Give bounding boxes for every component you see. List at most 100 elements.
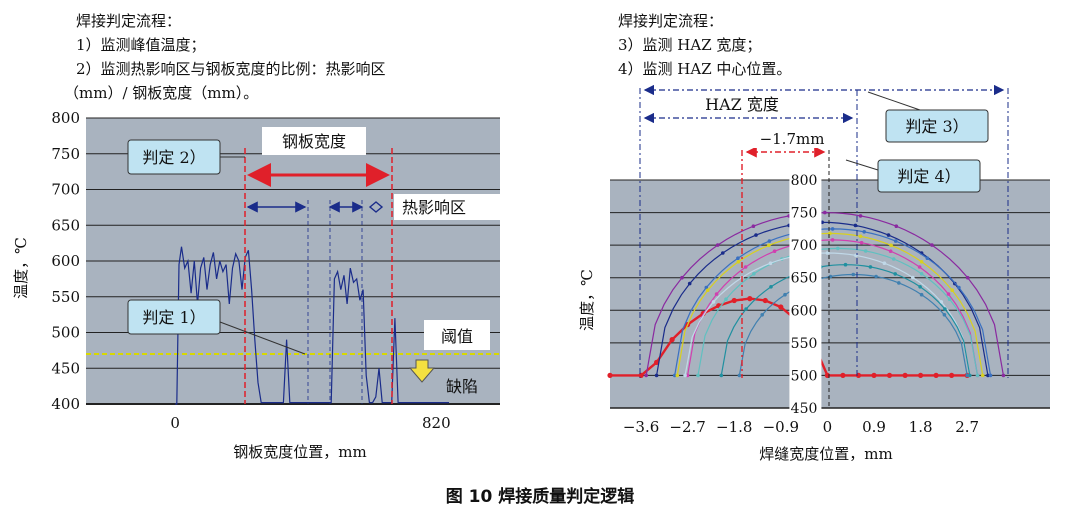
right-series-point (743, 265, 748, 269)
right-series-point (731, 297, 737, 304)
left-x-tick-label: 0 (170, 414, 180, 432)
right-series-point (943, 307, 947, 311)
right-series-point (888, 249, 893, 253)
right-series-point (947, 297, 952, 302)
right-series-point (965, 373, 969, 378)
left-flow-step-1: 1）监测峰值温度； (76, 36, 206, 54)
right-series-point (715, 243, 720, 247)
right-series-point (654, 373, 659, 378)
right-y-tick-label: 800 (791, 173, 818, 189)
right-series-point (638, 372, 644, 378)
right-y-tick-strip (789, 170, 822, 418)
right-series-point (830, 238, 835, 242)
right-series-point (902, 372, 908, 378)
right-plot-area (610, 180, 1050, 408)
right-series-point (825, 251, 830, 255)
right-series-point (946, 292, 951, 296)
right-series-point (828, 274, 833, 279)
left-flow-title: 焊接判定流程： (76, 12, 181, 30)
right-x-tick-label: 1.8 (909, 418, 933, 436)
right-series-point (752, 272, 756, 276)
right-flow-title: 焊接判定流程： (618, 12, 723, 30)
plate-width-label-bg (262, 127, 366, 155)
right-y-tick-labels: 450 500 550 600 650 700 750 800 (789, 170, 822, 418)
right-y-tick-label: 450 (791, 401, 818, 417)
right-series-point (889, 243, 893, 248)
right-series-point (882, 261, 887, 266)
right-y-tick-label: 750 (791, 206, 818, 222)
left-y-tick-label: 750 (51, 145, 80, 163)
right-series-point (772, 249, 777, 253)
right-series-point (680, 275, 684, 280)
left-temperature-line (175, 246, 449, 405)
right-series-point (919, 260, 924, 264)
right-series-point (830, 227, 835, 231)
right-series-point (980, 373, 985, 378)
right-y-tick-label: 500 (791, 368, 818, 384)
callout-1-box (127, 299, 221, 335)
left-y-tick-label: 500 (51, 324, 80, 342)
right-y-tick-label: 700 (791, 238, 818, 254)
right-y-tick-label: 550 (791, 336, 818, 352)
defect-down-arrow-icon (408, 359, 436, 383)
left-x-axis-label: 钢板宽度位置，mm (233, 443, 366, 461)
right-series-point (949, 372, 955, 378)
right-series-point (754, 233, 758, 237)
right-series-point (918, 372, 924, 378)
right-series-point (886, 233, 891, 237)
left-x-tick-label: 820 (422, 414, 451, 432)
right-series-point (704, 285, 709, 290)
left-flow-step-3: （mm）/ 钢板宽度（mm）。 (64, 84, 258, 102)
right-series-point (871, 372, 877, 378)
right-series-point (919, 272, 924, 276)
left-y-tick-label: 450 (51, 359, 80, 377)
threshold-label: 阈值 (441, 327, 473, 346)
right-series-point (769, 285, 773, 289)
right-series-point (644, 373, 648, 378)
right-series-point (654, 359, 660, 365)
right-x-tick-label: −1.8 (716, 418, 752, 436)
callout-4-label: 判定 4） (897, 167, 960, 186)
callout-4-box (877, 159, 981, 193)
left-y-tick-label: 550 (51, 288, 80, 306)
right-x-tick-label: −3.6 (623, 418, 659, 436)
right-x-tick-label: −2.7 (669, 418, 705, 436)
right-series-point (863, 249, 868, 253)
right-series-point (917, 265, 922, 269)
left-y-tick-label: 400 (51, 395, 80, 413)
right-series-point (891, 257, 896, 261)
offset-label-bg (752, 128, 832, 148)
right-series-point (778, 304, 784, 310)
right-series-point (988, 373, 993, 378)
left-y-tick-label: 600 (51, 252, 80, 270)
right-series-point (968, 373, 972, 378)
right-series-point (893, 239, 898, 243)
haz-width-label: HAZ 宽度 (705, 95, 779, 114)
right-series-point (942, 313, 947, 317)
right-series-point (859, 240, 864, 245)
right-panel: 焊接判定流程： 3）监测 HAZ 宽度； 4）监测 HAZ 中心位置。 450 5… (578, 12, 1050, 463)
right-series-point (919, 292, 924, 297)
left-y-tick-labels: 400 450 500 550 600 650 700 750 800 (51, 109, 80, 413)
callout-1-label: 判定 1） (142, 308, 205, 327)
right-series-point (672, 373, 677, 378)
right-series-point (714, 292, 719, 296)
right-series-point (840, 372, 846, 378)
right-series-point (823, 210, 827, 215)
right-series-point (975, 373, 980, 378)
right-series-point (768, 261, 773, 266)
right-series-point (858, 214, 863, 218)
right-series-point (737, 373, 742, 378)
right-series-point (986, 373, 990, 378)
right-series-point (711, 300, 716, 304)
right-x-tick-label: 0 (823, 418, 833, 436)
right-series-point (719, 373, 724, 378)
callout-3-label: 判定 3） (905, 117, 968, 136)
right-y-tick-label: 600 (791, 303, 818, 319)
left-y-tick-label: 800 (51, 109, 80, 127)
plate-width-label: 钢板宽度 (282, 132, 346, 151)
right-series-point (696, 373, 700, 378)
haz-center-offset-label: −1.7mm (760, 130, 825, 148)
right-series-point (669, 337, 675, 343)
